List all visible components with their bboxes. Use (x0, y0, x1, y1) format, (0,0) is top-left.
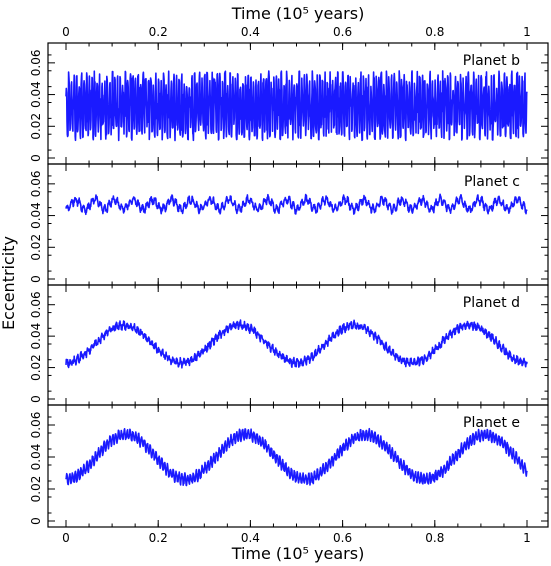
y-axis-label: Eccentricity (0, 236, 18, 330)
y-tick-label: 0.06 (29, 170, 43, 197)
y-tick-label: 0.04 (29, 444, 43, 471)
series-line-4 (65, 427, 528, 487)
top-x-tick-label: 0.4 (241, 25, 260, 39)
bottom-x-tick-label: 0.8 (425, 531, 444, 545)
y-tick-label: 0.06 (29, 291, 43, 318)
bottom-x-tick-label: 0 (62, 531, 70, 545)
y-tick-label: 0 (29, 154, 43, 162)
panel-label: Planet e (463, 415, 520, 431)
bottom-x-tick-label: 0.4 (241, 531, 260, 545)
top-x-tick-label: 1 (523, 25, 531, 39)
bottom-x-axis-label: Time (10⁵ years) (231, 544, 365, 563)
y-tick-label: 0 (29, 517, 43, 525)
top-x-tick-label: 0 (62, 25, 70, 39)
panel-frame (47, 404, 549, 528)
bottom-x-tick-label: 0.2 (149, 531, 168, 545)
y-tick-label: 0.02 (29, 234, 43, 261)
bottom-x-tick-label: 0.6 (333, 531, 352, 545)
top-x-tick-label: 0.8 (425, 25, 444, 39)
panels-group: 0 0.02 0.04 0.06 Planet b 0 0.02 0.04 0.06 Planet… (29, 25, 549, 545)
top-x-axis-label: Time (10⁵ years) (231, 4, 365, 23)
series-line-2 (65, 193, 528, 216)
series-line-1 (65, 70, 528, 142)
panel-label: Planet c (464, 174, 520, 190)
y-tick-label: 0.04 (29, 81, 43, 108)
y-tick-label: 0.06 (29, 412, 43, 439)
y-tick-label: 0.02 (29, 113, 43, 140)
y-tick-label: 0.04 (29, 202, 43, 229)
top-x-tick-label: 0.6 (333, 25, 352, 39)
y-tick-label: 0 (29, 275, 43, 283)
y-tick-label: 0.06 (29, 49, 43, 76)
top-x-tick-label: 0.2 (149, 25, 168, 39)
panel-label: Planet d (463, 295, 520, 311)
y-tick-label: 0.02 (29, 476, 43, 503)
bottom-x-tick-label: 1 (523, 531, 531, 545)
y-tick-label: 0.02 (29, 354, 43, 381)
y-tick-label: 0 (29, 395, 43, 403)
y-tick-label: 0.04 (29, 323, 43, 350)
panel-label: Planet b (463, 53, 520, 69)
series-line-3 (65, 319, 528, 369)
